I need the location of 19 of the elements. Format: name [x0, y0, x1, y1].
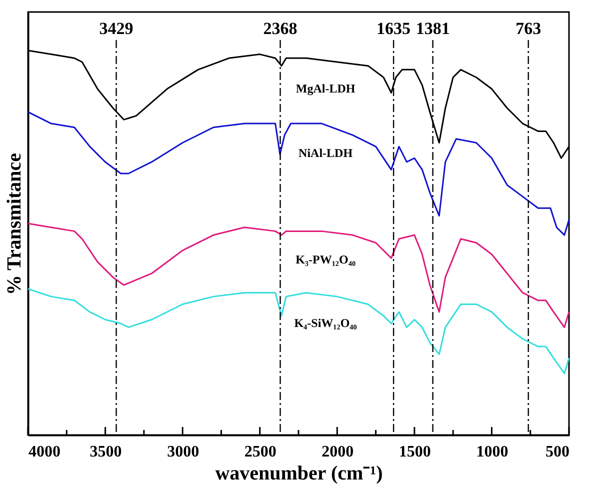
x-tick-label: 4000	[28, 444, 60, 460]
series-label: MgAl-LDH	[296, 82, 356, 96]
x-tick-label: 2500	[244, 444, 276, 460]
series-label: K₃-PW₁₂O₄₀	[296, 252, 356, 267]
series-label: K₄-SiW₁₂O₄₀	[294, 316, 358, 330]
x-tick-label: 500	[546, 444, 570, 460]
y-axis-title: % Transmitance	[4, 152, 26, 296]
series-label: NiAl-LDH	[298, 146, 354, 160]
x-tick-label: 1500	[398, 444, 431, 460]
ref-line-label: 1635	[376, 19, 411, 38]
ref-line-label: 3429	[99, 19, 134, 38]
x-tick-label: 1000	[476, 444, 508, 460]
x-axis-title: wavenumber (cm⁻¹)	[215, 462, 383, 484]
ref-line-label: 763	[516, 19, 542, 38]
x-tick-label: 3500	[90, 444, 122, 460]
ref-line-label: 1381	[416, 19, 450, 38]
ref-line-label: 2368	[263, 19, 298, 38]
x-tick-label: 2000	[322, 444, 354, 460]
x-tick-label: 3000	[167, 444, 200, 460]
